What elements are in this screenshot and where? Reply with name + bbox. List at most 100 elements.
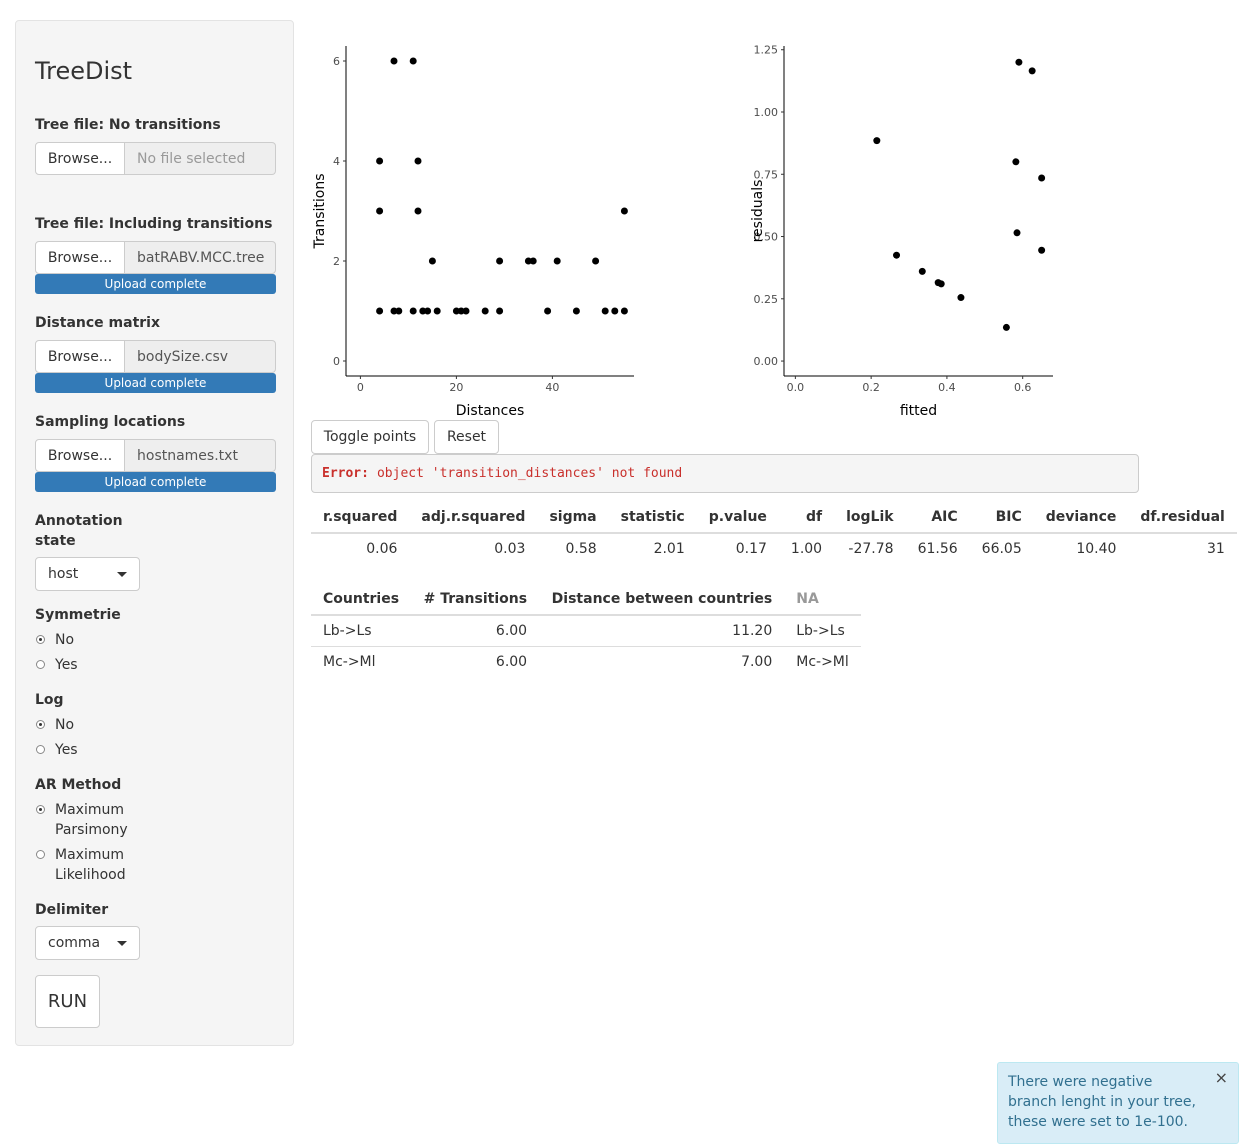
table-cell: 61.56: [917, 541, 958, 557]
distance-matrix-browse-button[interactable]: Browse...: [35, 340, 125, 373]
data-point: [918, 267, 926, 275]
toggle-points-button[interactable]: Toggle points: [311, 420, 429, 454]
data-point: [390, 307, 398, 315]
reset-button[interactable]: Reset: [434, 420, 499, 454]
x-axis-label: Distances: [456, 403, 525, 419]
ar-method-option-parsimony[interactable]: Maximum Parsimony: [35, 800, 128, 840]
table-cell: 0.17: [735, 541, 767, 557]
data-point: [376, 207, 384, 215]
column-header: Countries: [311, 583, 412, 616]
table-cell: 7.00: [539, 646, 785, 677]
tree-with-transitions-browse-button[interactable]: Browse...: [35, 241, 125, 274]
log-option-yes[interactable]: Yes: [35, 740, 78, 760]
radio-unchecked-icon[interactable]: [36, 745, 45, 754]
x-tick-label: 0.4: [938, 381, 956, 394]
y-tick-label: 1.25: [754, 44, 779, 57]
close-icon[interactable]: ×: [1214, 1068, 1228, 1087]
sidebar: TreeDist Tree file: No transitions Brows…: [15, 20, 294, 1046]
radio-unchecked-icon[interactable]: [36, 850, 45, 859]
ar-method-option-likelihood[interactable]: Maximum Likelihood: [35, 845, 126, 885]
y-tick-label: 0.75: [754, 168, 779, 181]
column-header: # Transitions: [411, 583, 540, 616]
tree-with-transitions-input[interactable]: Browse... batRABV.MCC.tree: [35, 241, 276, 274]
delimiter-select[interactable]: comma: [35, 926, 140, 960]
table-cell: 31: [1207, 541, 1225, 557]
transitions-table: Countries # Transitions Distance between c…: [311, 583, 861, 677]
column-header: deviance: [1033, 501, 1129, 534]
column-header: df: [778, 501, 835, 534]
y-tick-label: 2: [333, 255, 340, 268]
data-point: [611, 307, 619, 315]
radio-checked-icon[interactable]: [36, 635, 45, 644]
error-text: object 'transition_distances' not found: [376, 466, 683, 481]
symmetrie-option-yes[interactable]: Yes: [35, 655, 78, 675]
model-summary-header-row: r.squared adj.r.squared sigma statistic p.va…: [311, 501, 1237, 534]
tree-no-transitions-label: Tree file: No transitions: [35, 117, 221, 133]
column-header: NA: [784, 583, 861, 616]
tree-with-transitions-progress: Upload complete: [35, 274, 276, 294]
x-tick-label: 0.2: [862, 381, 880, 394]
log-option-no[interactable]: No: [35, 715, 74, 735]
data-point: [937, 280, 945, 288]
run-button[interactable]: RUN: [35, 975, 100, 1028]
data-point: [1013, 229, 1021, 237]
x-axis-label: fitted: [900, 403, 937, 419]
sampling-locations-input[interactable]: Browse... hostnames.txt: [35, 439, 276, 472]
column-header: BIC: [969, 501, 1034, 534]
table-cell: Mc->Ml: [784, 646, 861, 677]
table-cell: 6.00: [495, 623, 528, 639]
radio-unchecked-icon[interactable]: [36, 660, 45, 669]
data-point: [496, 307, 504, 315]
table-cell: 6.00: [411, 646, 540, 677]
column-header: r.squared: [311, 501, 410, 534]
data-point: [457, 307, 465, 315]
data-point: [1038, 174, 1046, 182]
transitions-plot-svg[interactable]: 0 20 40 0 2 4 6 Distances Transitions: [305, 36, 650, 421]
log-label: Log: [35, 692, 64, 708]
data-point: [424, 307, 432, 315]
radio-checked-icon[interactable]: [36, 720, 45, 729]
tree-no-transitions-input[interactable]: Browse... No file selected: [35, 142, 276, 175]
table-cell: Mc->Ml: [311, 646, 412, 677]
ar-method-likelihood-line2: Likelihood: [55, 867, 126, 883]
column-header: Distance between countries: [539, 583, 785, 616]
model-summary-table: r.squared adj.r.squared sigma statistic p.va…: [311, 501, 1237, 564]
data-point: [1002, 323, 1010, 331]
data-point: [873, 137, 881, 145]
data-point: [601, 307, 609, 315]
data-point: [1038, 246, 1046, 254]
distance-matrix-progress: Upload complete: [35, 373, 276, 393]
x-tick-label: 0: [357, 381, 364, 394]
table-cell: 2.01: [653, 541, 685, 557]
radio-checked-icon[interactable]: [36, 805, 45, 814]
sampling-locations-label: Sampling locations: [35, 414, 186, 430]
data-point: [395, 307, 403, 315]
notification-message: There were negative branch lenght in you…: [1008, 1074, 1196, 1130]
data-point: [1012, 158, 1020, 166]
table-cell: 66.05: [981, 541, 1022, 557]
ar-method-parsimony-line2: Parsimony: [55, 822, 128, 838]
log-option-yes-label: Yes: [55, 742, 78, 758]
ar-method-option-parsimony-label: Maximum Parsimony: [55, 800, 128, 840]
transitions-vs-distances-plot[interactable]: 0 20 40 0 2 4 6 Distances Transitions: [305, 36, 650, 425]
sampling-locations-filename: hostnames.txt: [125, 439, 276, 472]
data-point: [893, 251, 901, 259]
annotation-state-select[interactable]: host: [35, 557, 140, 591]
annotation-state-label-line2: state: [35, 533, 76, 549]
ar-method-option-likelihood-label: Maximum Likelihood: [55, 845, 126, 885]
data-point: [433, 307, 441, 315]
column-header: statistic: [608, 501, 697, 534]
tree-no-transitions-browse-button[interactable]: Browse...: [35, 142, 125, 175]
table-cell: 1.00: [790, 541, 823, 557]
data-point: [529, 257, 537, 265]
data-point: [481, 307, 489, 315]
symmetrie-option-no[interactable]: No: [35, 630, 74, 650]
data-point: [409, 57, 417, 65]
chevron-down-icon: [117, 940, 127, 946]
sampling-locations-browse-button[interactable]: Browse...: [35, 439, 125, 472]
distance-matrix-input[interactable]: Browse... bodySize.csv: [35, 340, 276, 373]
column-header: p.value: [696, 501, 779, 534]
annotation-state-value: host: [48, 566, 79, 582]
y-tick-label: 4: [333, 155, 340, 168]
table-cell: 10.40: [1076, 541, 1117, 557]
